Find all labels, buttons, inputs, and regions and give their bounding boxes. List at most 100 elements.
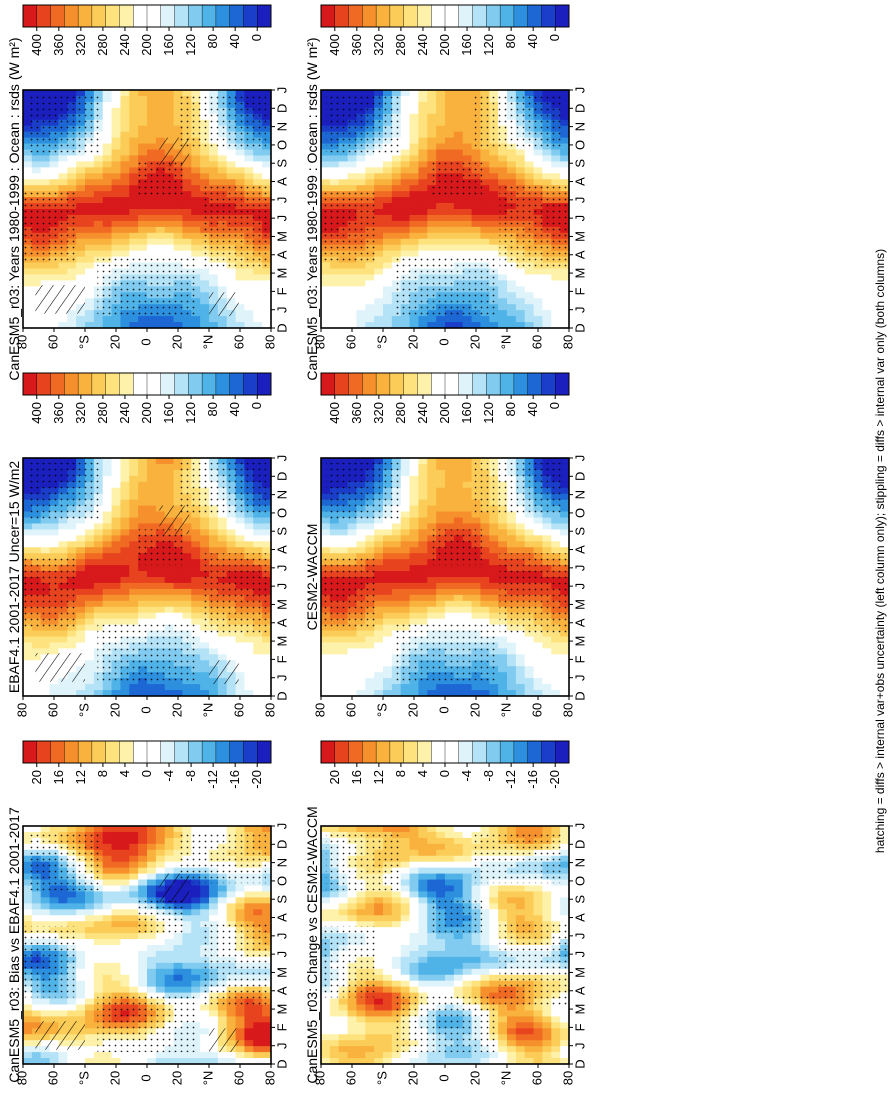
- month-tick-label: A: [572, 618, 587, 627]
- heat-cell: [365, 678, 374, 684]
- heat-cell: [463, 132, 472, 138]
- heat-cell: [156, 500, 165, 506]
- heat-cell: [542, 672, 551, 678]
- stipple-region: [135, 529, 185, 565]
- heat-cell: [410, 126, 419, 132]
- heat-cell: [410, 607, 419, 613]
- heat-cell: [262, 292, 271, 298]
- heat-cell: [112, 684, 121, 690]
- heat-cell: [348, 179, 357, 185]
- heat-cell: [138, 233, 147, 239]
- heat-cell: [191, 535, 200, 541]
- heat-cell: [551, 310, 560, 316]
- heat-cell: [410, 494, 419, 500]
- heat-cell: [253, 648, 262, 654]
- stipple-region: [326, 95, 400, 155]
- heat-cell: [507, 292, 516, 298]
- heat-cell: [174, 227, 183, 233]
- heat-cell: [418, 167, 427, 173]
- heat-cell: [410, 90, 419, 96]
- heat-cell: [542, 286, 551, 292]
- heat-cell: [418, 619, 427, 625]
- heat-cell: [85, 280, 94, 286]
- heat-cell: [67, 161, 76, 167]
- heat-cell: [445, 589, 454, 595]
- heat-cell: [516, 529, 525, 535]
- heat-cell: [23, 1010, 32, 1016]
- heat-cell: [480, 227, 489, 233]
- stipple-region: [395, 257, 494, 317]
- heat-cell: [489, 601, 498, 607]
- heat-cell: [374, 167, 383, 173]
- heat-cell: [112, 245, 121, 251]
- heat-cell: [174, 215, 183, 221]
- heat-cell: [365, 529, 374, 535]
- heat-cell: [445, 506, 454, 512]
- heat-cell: [463, 619, 472, 625]
- heat-cell: [129, 203, 138, 209]
- heat-cell: [534, 523, 543, 529]
- heat-cell: [182, 684, 191, 690]
- heat-cell: [383, 625, 392, 631]
- month-tick-label: D: [274, 323, 289, 332]
- heat-cell: [427, 239, 436, 245]
- heat-cell: [516, 310, 525, 316]
- lat-tick-label: 20: [405, 703, 420, 717]
- heat-cell: [436, 316, 445, 322]
- heat-cell: [489, 518, 498, 524]
- heat-cell: [103, 227, 112, 233]
- heat-cell: [445, 595, 454, 601]
- heat-cell: [85, 642, 94, 648]
- heat-cell: [138, 155, 147, 161]
- heat-cell: [551, 280, 560, 286]
- heat-cell: [67, 523, 76, 529]
- heat-cell: [112, 173, 121, 179]
- heat-cell: [262, 684, 271, 690]
- heat-cell: [365, 642, 374, 648]
- heat-cell: [454, 494, 463, 500]
- heat-cell: [436, 132, 445, 138]
- heat-cell: [489, 173, 498, 179]
- heat-cell: [23, 269, 32, 275]
- heat-cell: [383, 179, 392, 185]
- lat-tick-label: 60: [343, 335, 358, 349]
- heat-cell: [103, 476, 112, 482]
- heat-cell: [138, 132, 147, 138]
- month-tick-label: D: [274, 691, 289, 700]
- heat-cell: [85, 197, 94, 203]
- heat-cell: [103, 684, 112, 690]
- colorbar-tick-label: 280: [95, 402, 110, 424]
- colorbar-tick-label: 0: [249, 402, 264, 409]
- heat-cell: [200, 316, 209, 322]
- stipple-region: [23, 190, 78, 261]
- heat-cell: [23, 523, 32, 529]
- heat-cell: [138, 458, 147, 464]
- heat-cell: [200, 269, 209, 275]
- heat-cell: [463, 607, 472, 613]
- heat-cell: [560, 666, 569, 672]
- heat-cell: [418, 138, 427, 144]
- heat-cell: [383, 316, 392, 322]
- heat-cell: [103, 553, 112, 559]
- heat-cell: [427, 114, 436, 120]
- heat-cell: [129, 138, 138, 144]
- heat-cell: [23, 263, 32, 269]
- heat-cell: [138, 150, 147, 156]
- heat-cell: [191, 173, 200, 179]
- heat-cell: [147, 251, 156, 257]
- colorbar-swatch: [500, 5, 514, 27]
- heat-cell: [129, 619, 138, 625]
- heat-cell: [542, 274, 551, 280]
- heat-cell: [76, 637, 85, 643]
- heat-cell: [480, 245, 489, 251]
- heat-cell: [174, 577, 183, 583]
- heat-cell: [427, 607, 436, 613]
- heat-cell: [41, 642, 50, 648]
- heat-cell: [120, 494, 129, 500]
- heat-cell: [112, 464, 121, 470]
- heat-cell: [339, 292, 348, 298]
- heat-cell: [383, 529, 392, 535]
- heat-cell: [85, 269, 94, 275]
- heat-cell: [542, 535, 551, 541]
- heat-cell: [560, 298, 569, 304]
